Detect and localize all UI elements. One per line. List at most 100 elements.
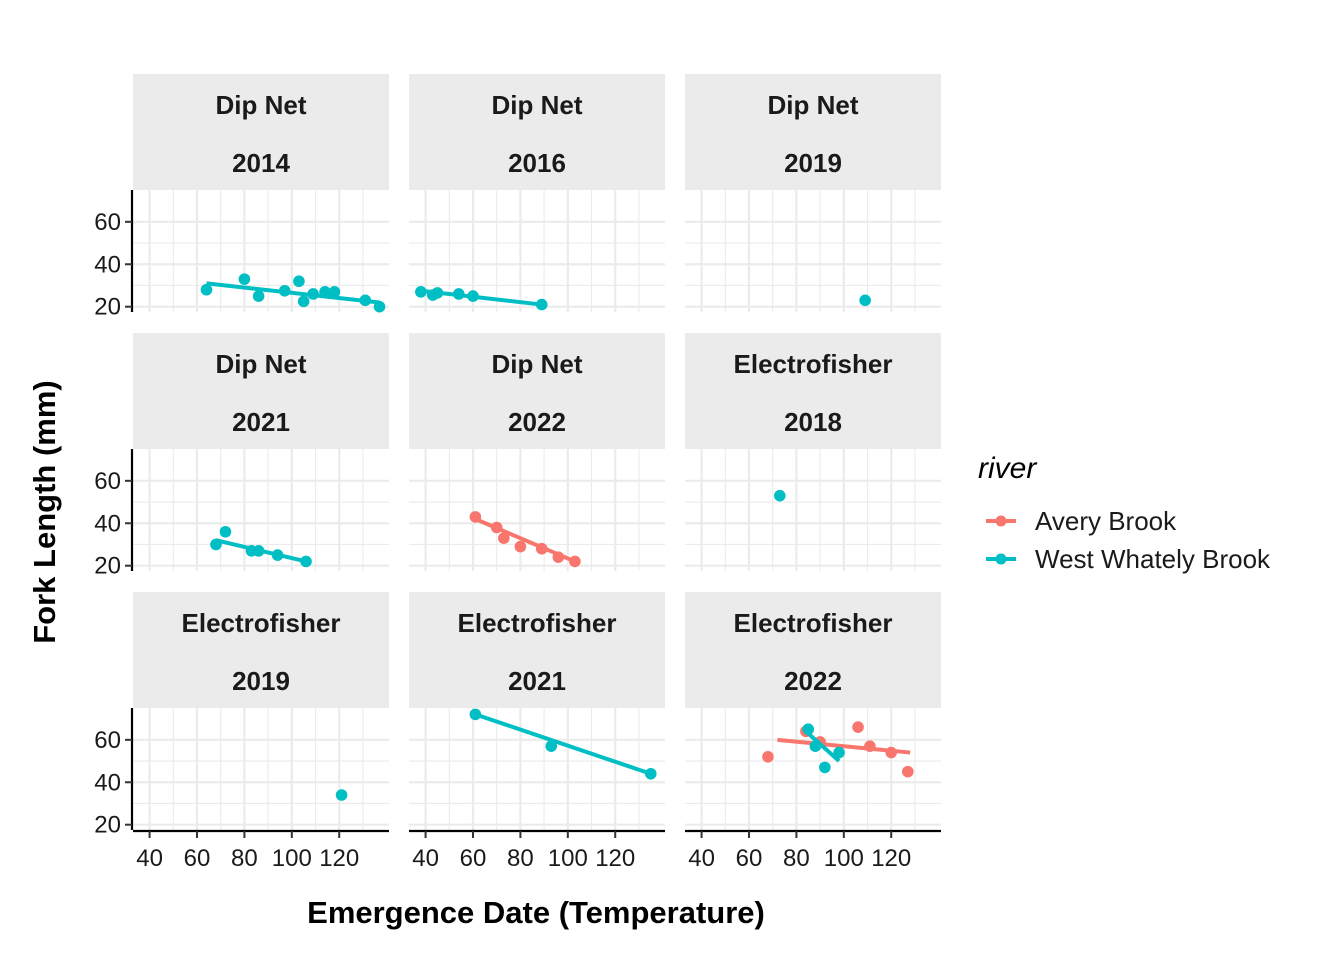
trend-line (206, 281, 380, 305)
data-point (644, 767, 657, 780)
data-point (819, 761, 831, 774)
y-tick-label: 40 (94, 769, 121, 796)
panel-electrofisher-2018: Electrofisher 2018 (685, 333, 941, 571)
y-tick-label: 40 (94, 510, 121, 537)
strip-method-label: Electrofisher (734, 608, 893, 638)
strip-method-label: Dip Net (216, 90, 307, 120)
data-point (219, 525, 232, 538)
series-west-whately-brook (200, 273, 386, 313)
strip-method-label: Electrofisher (458, 608, 617, 638)
y-tick-label: 20 (94, 812, 121, 839)
data-point (469, 708, 482, 721)
data-point (809, 740, 822, 752)
data-point (252, 290, 265, 302)
data-point (335, 789, 348, 801)
data-point (452, 288, 465, 300)
data-point (545, 740, 558, 752)
series-avery-brook (469, 511, 581, 568)
x-tick-label: 80 (231, 845, 258, 872)
x-tick-label: 40 (412, 845, 439, 872)
gridlines (685, 190, 941, 312)
data-point (300, 555, 312, 568)
strip-electrofisher-2021 (409, 592, 665, 708)
y-axis-row-3: 20 40 60 (94, 708, 134, 839)
trend-line (474, 712, 652, 776)
strip-electrofisher-2022 (685, 592, 941, 708)
data-point (431, 287, 444, 299)
y-axis-row-1: 20 40 60 (94, 190, 134, 321)
gridlines (409, 449, 665, 571)
data-point (802, 723, 815, 736)
data-point (200, 283, 213, 296)
data-point (885, 746, 898, 759)
data-point (252, 545, 265, 557)
x-tick-label: 80 (507, 845, 534, 872)
panel-dip-net-2016: Dip Net 2016 (409, 74, 665, 312)
y-tick-label: 60 (94, 727, 121, 754)
strip-method-label: Electrofisher (734, 349, 893, 379)
trend-line (804, 729, 841, 763)
data-point (293, 275, 305, 288)
gridlines (133, 449, 389, 571)
gridlines (685, 449, 941, 571)
legend-point-avery-brook (995, 515, 1007, 527)
x-tick-label: 120 (595, 845, 635, 872)
gridlines (133, 708, 389, 830)
strip-method-label: Dip Net (492, 90, 583, 120)
legend-key-west-whately-brook (986, 553, 1016, 565)
strip-year-label: 2018 (784, 407, 842, 437)
data-point (490, 521, 503, 534)
panel-dip-net-2021: Dip Net 2021 (133, 333, 389, 571)
data-point (319, 286, 331, 298)
strip-year-label: 2022 (508, 407, 566, 437)
data-point (902, 765, 914, 778)
gridlines (409, 708, 665, 830)
data-point (328, 286, 341, 298)
x-tick-label: 100 (548, 845, 588, 872)
y-tick-label: 60 (94, 468, 121, 495)
x-axis-col-1: 40 60 80 100 120 (133, 829, 389, 872)
y-tick-label: 40 (94, 251, 121, 278)
data-point (467, 290, 479, 302)
data-point (415, 286, 427, 298)
gridlines (133, 190, 389, 312)
data-point (864, 740, 876, 752)
x-tick-label: 100 (272, 845, 312, 872)
data-point (859, 294, 871, 307)
data-point (498, 532, 510, 544)
data-point (535, 542, 548, 555)
panel-dip-net-2014: Dip Net 2014 (133, 74, 389, 313)
axes: 20 40 60 20 40 60 20 40 60 40 60 80 100 120 40 60 80 100 1… (94, 190, 941, 872)
panel-electrofisher-2021: Electrofisher 2021 (409, 592, 665, 830)
strip-dip-net-2022 (409, 333, 665, 449)
x-tick-label: 60 (736, 845, 763, 872)
x-axis-title: Emergence Date (Temperature) (307, 895, 765, 930)
legend: river Avery Brook West Whately Brook (978, 452, 1271, 574)
strip-year-label: 2021 (508, 666, 566, 696)
panel-electrofisher-2022: Electrofisher 2022 (685, 592, 941, 830)
x-tick-label: 120 (871, 845, 911, 872)
y-axis-title: Fork Length (mm) (27, 380, 62, 644)
x-tick-label: 40 (688, 845, 715, 872)
data-point (852, 721, 864, 733)
series-west-whately-brook (774, 489, 786, 502)
y-tick-label: 60 (94, 209, 121, 236)
strip-method-label: Dip Net (216, 349, 307, 379)
x-axis-col-2: 40 60 80 100 120 (409, 829, 665, 872)
strip-dip-net-2016 (409, 74, 665, 190)
strip-method-label: Dip Net (768, 90, 859, 120)
strip-method-label: Dip Net (492, 349, 583, 379)
strip-year-label: 2014 (232, 148, 290, 178)
data-point (359, 294, 372, 307)
x-axis-col-3: 40 60 80 100 120 (685, 829, 941, 872)
series-west-whately-brook (859, 294, 871, 307)
strip-method-label: Electrofisher (182, 608, 341, 638)
data-point (210, 538, 222, 551)
strip-electrofisher-2018 (685, 333, 941, 449)
data-point (774, 489, 786, 502)
x-tick-label: 100 (824, 845, 864, 872)
series-west-whately-brook (210, 525, 312, 568)
strip-year-label: 2019 (232, 666, 290, 696)
legend-title: river (978, 452, 1037, 485)
data-point (762, 751, 774, 763)
